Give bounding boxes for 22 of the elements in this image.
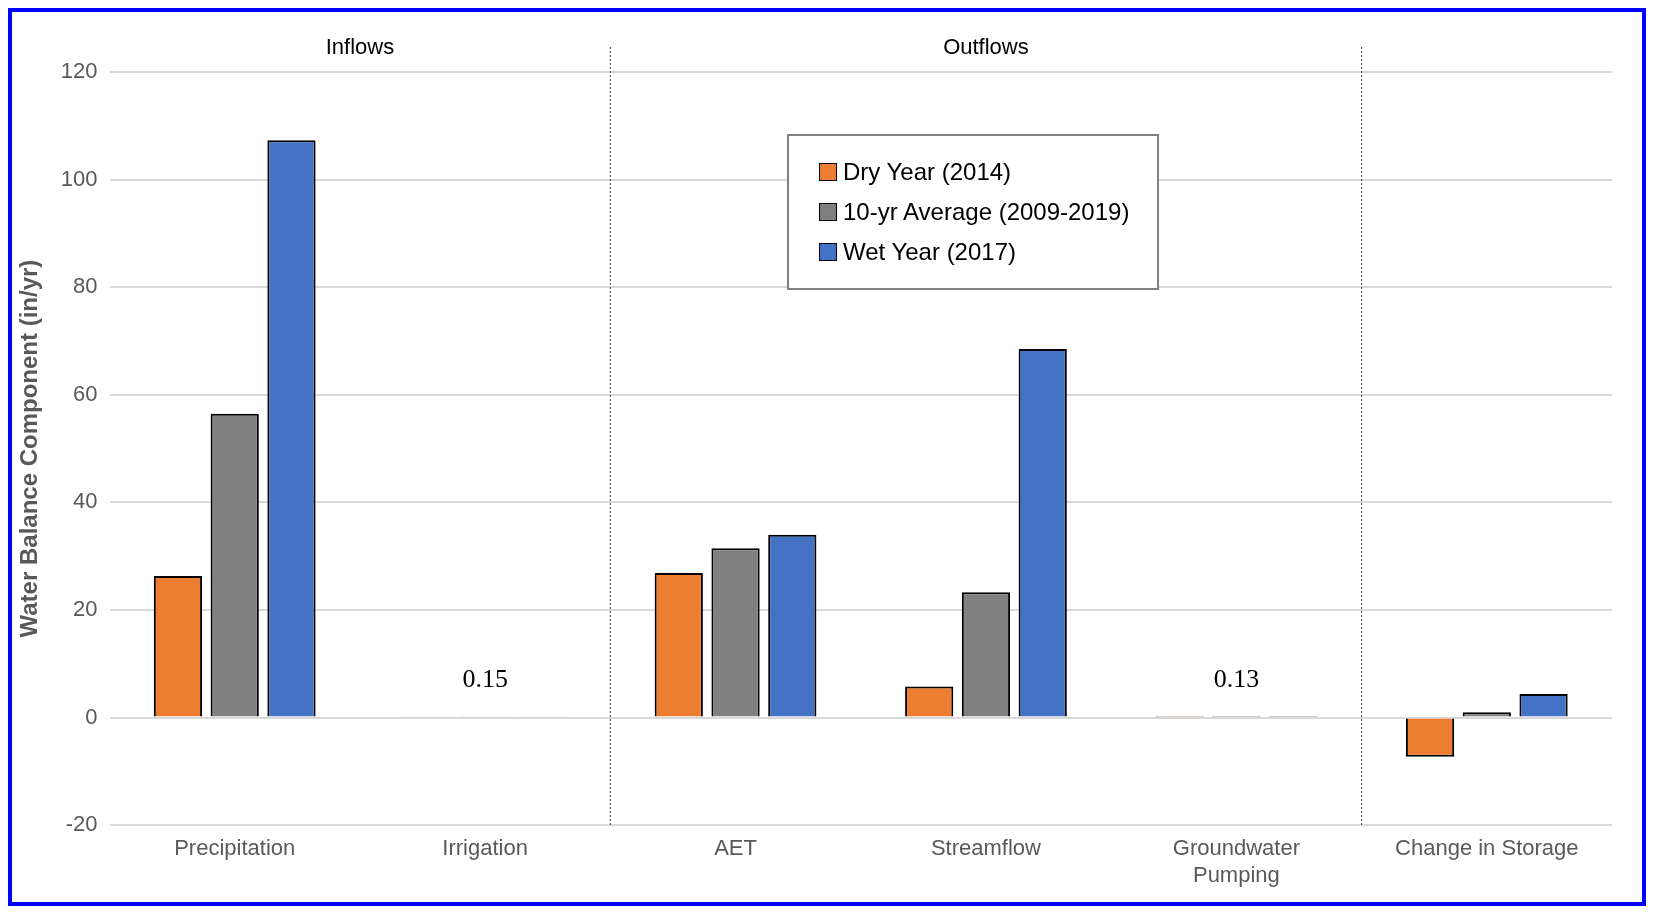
y-tick-label: 20 [73, 596, 98, 622]
legend-label: Wet Year (2017) [843, 238, 1017, 266]
x-tick-label: Change in Storage [1395, 835, 1579, 861]
x-tick-label: Precipitation [174, 835, 296, 861]
y-tick-label: 120 [60, 58, 98, 84]
x-tick-label: Irrigation [442, 835, 528, 861]
data-label: 0.15 [462, 663, 508, 693]
legend-label: 10-yr Average (2009-2019) [843, 198, 1130, 226]
legend-label: Dry Year (2014) [843, 158, 1012, 186]
x-tick-label: Groundwater Pumping [1172, 835, 1300, 887]
x-tick-label: AET [714, 835, 757, 861]
y-tick-label: -20 [65, 811, 98, 837]
y-axis-title: Water Balance Component (in/yr) [15, 259, 43, 638]
y-tick-label: 0 [85, 703, 98, 729]
y-tick-label: 80 [73, 273, 98, 299]
y-tick-label: 40 [73, 488, 98, 514]
data-label: 0.13 [1213, 663, 1260, 693]
y-tick-label: 60 [73, 380, 98, 406]
y-tick-label: 100 [60, 165, 98, 191]
text: Outflows [943, 34, 1029, 59]
text: Inflows [325, 34, 395, 59]
x-tick-label: Streamflow [930, 835, 1042, 861]
